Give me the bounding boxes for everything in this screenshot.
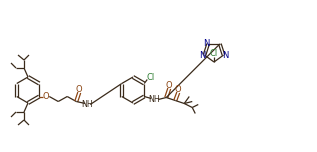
- Text: O: O: [166, 81, 172, 90]
- Text: NH: NH: [148, 95, 160, 104]
- Text: N: N: [203, 39, 209, 48]
- Text: O: O: [76, 85, 82, 94]
- Text: N: N: [222, 51, 229, 60]
- Text: N: N: [199, 51, 206, 60]
- Text: O: O: [43, 92, 49, 101]
- Text: Cl: Cl: [146, 73, 154, 82]
- Text: Cl: Cl: [210, 50, 218, 59]
- Text: O: O: [175, 85, 182, 94]
- Text: NH: NH: [81, 100, 93, 109]
